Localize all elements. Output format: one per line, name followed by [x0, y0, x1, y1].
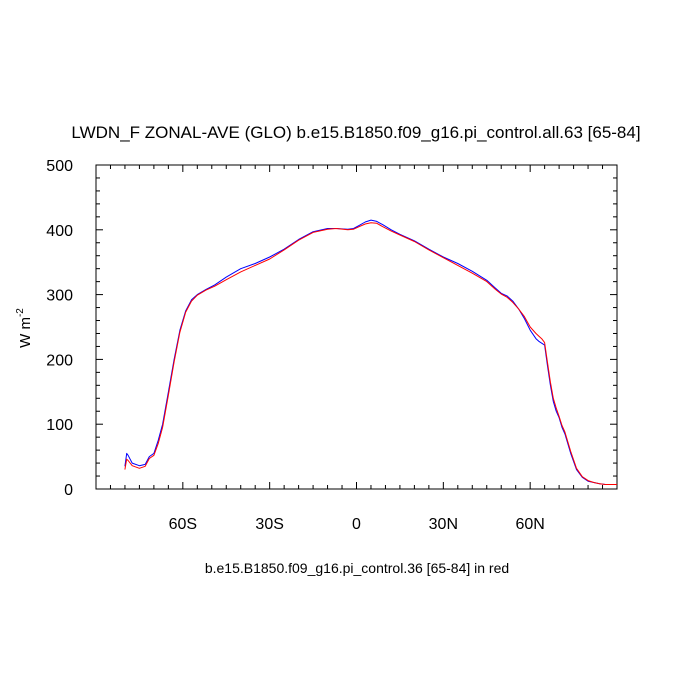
y-axis-label: W m-2 — [15, 308, 34, 348]
x-tick-label: 30S — [255, 516, 283, 533]
plot-frame — [95, 164, 618, 490]
x-tick-label: 0 — [352, 516, 361, 533]
x-axis-label: b.e15.B1850.f09_g16.pi_control.36 [65-84… — [205, 560, 509, 576]
y-axis-label-superscript: -2 — [15, 308, 26, 317]
y-tick-label: 500 — [46, 158, 73, 175]
y-tick-label: 100 — [46, 417, 73, 434]
x-tick-label: 60N — [515, 516, 544, 533]
chart-title: LWDN_F ZONAL-AVE (GLO) b.e15.B1850.f09_g… — [71, 123, 640, 142]
y-tick-label: 0 — [64, 482, 73, 499]
y-tick-label: 300 — [46, 288, 73, 305]
series-line-red — [124, 222, 617, 485]
y-axis: 0 100 200 300 400 500 — [46, 158, 617, 499]
plot-border — [95, 164, 618, 490]
y-tick-label: 400 — [46, 223, 73, 240]
series-layer — [124, 219, 617, 485]
x-tick-label: 30N — [429, 516, 458, 533]
y-tick-label: 200 — [46, 352, 73, 369]
x-tick-label: 60S — [169, 516, 197, 533]
x-axis: 60S 30S 0 30N 60N — [95, 165, 618, 533]
series-line-blue — [124, 219, 617, 485]
